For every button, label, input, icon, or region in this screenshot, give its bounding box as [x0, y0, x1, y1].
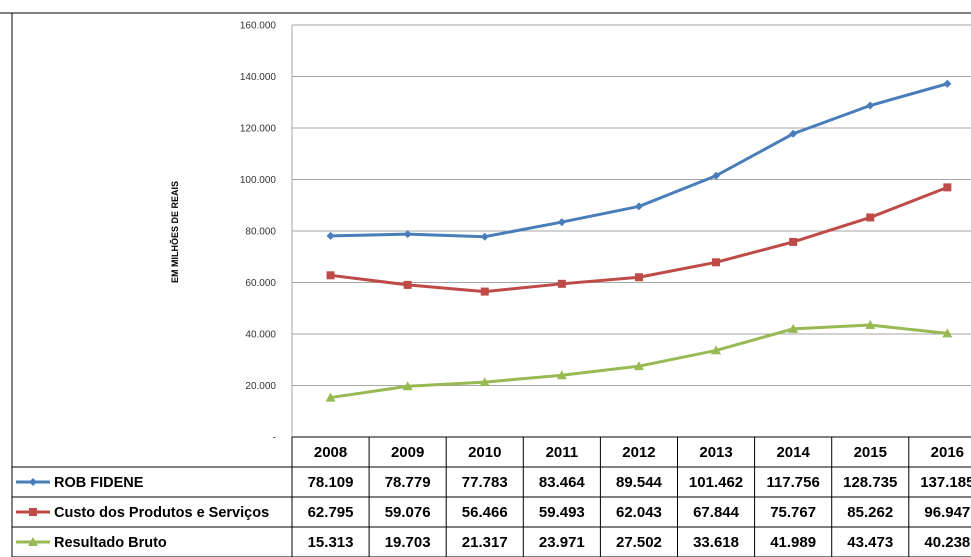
data-point [403, 280, 412, 289]
data-point [634, 202, 643, 211]
data-point [866, 213, 875, 222]
y-tick-label: 140.000 [240, 72, 277, 83]
y-tick-label: 20.000 [245, 381, 276, 392]
data-label: 96.947 [924, 504, 970, 521]
y-tick-label: 120.000 [240, 124, 277, 135]
data-label: 85.262 [847, 504, 893, 521]
data-label: 33.618 [693, 534, 739, 551]
data-point [556, 370, 567, 380]
data-label: 43.473 [847, 534, 893, 551]
data-label: 137.185 [920, 474, 971, 491]
data-point [480, 287, 489, 296]
x-tick-label: 2014 [776, 444, 810, 461]
legend-label: ROB FIDENE [54, 475, 144, 491]
legend-marker-key [29, 508, 37, 516]
data-label: 19.703 [385, 534, 431, 551]
data-point [557, 218, 566, 227]
data-label: 41.989 [770, 534, 816, 551]
legend-marker-key [29, 478, 37, 486]
legend-label: Custo dos Produtos e Serviços [54, 505, 269, 521]
data-label: 67.844 [693, 504, 740, 521]
data-point [634, 273, 643, 282]
data-label: 62.795 [308, 504, 354, 521]
data-point [557, 279, 566, 288]
data-label: 15.313 [308, 534, 354, 551]
x-tick-label: 2012 [622, 444, 655, 461]
data-point [712, 171, 721, 180]
data-point [712, 258, 721, 267]
data-point [788, 323, 799, 333]
x-tick-label: 2008 [314, 444, 347, 461]
data-label: 128.735 [843, 474, 897, 491]
data-label: 56.466 [462, 504, 508, 521]
data-point [403, 230, 412, 239]
data-point [789, 129, 798, 138]
data-point [866, 101, 875, 110]
y-axis-ticks: - 20.000 40.000 60.000 80.000 100.000 120.000 1… [240, 21, 277, 444]
data-point [633, 361, 644, 371]
data-point [402, 381, 413, 391]
x-tick-label: 2016 [931, 444, 964, 461]
legend-label: Resultado Bruto [54, 535, 167, 551]
data-label: 27.502 [616, 534, 662, 551]
data-label: 21.317 [462, 534, 508, 551]
data-label: 62.043 [616, 504, 662, 521]
data-label: 78.779 [385, 474, 431, 491]
x-tick-label: 2013 [699, 444, 732, 461]
data-label: 78.109 [308, 474, 354, 491]
data-label: 40.238 [924, 534, 970, 551]
data-label: 23.971 [539, 534, 585, 551]
data-point [479, 377, 490, 387]
data-label: 75.767 [770, 504, 816, 521]
data-label: 59.076 [385, 504, 431, 521]
data-point [325, 392, 336, 402]
x-tick-label: 2011 [546, 444, 579, 461]
data-point [943, 183, 952, 192]
y-tick-label: 80.000 [245, 227, 276, 238]
data-label: 117.756 [766, 474, 819, 491]
legend-marker-key [28, 537, 38, 546]
data-label: 77.783 [462, 474, 508, 491]
data-point [943, 79, 952, 88]
y-tick-label: 60.000 [245, 278, 276, 289]
data-point [711, 345, 722, 355]
y-axis-label: EM MILHÕES DE REAIS [170, 181, 180, 283]
x-tick-label: 2015 [854, 444, 887, 461]
data-label: 59.493 [539, 504, 585, 521]
data-point [480, 232, 489, 241]
x-tick-label: 2009 [391, 444, 424, 461]
data-point [326, 231, 335, 240]
y-tick-label: 100.000 [240, 175, 277, 186]
y-tick-label: - [273, 433, 276, 444]
data-point [942, 328, 953, 338]
series-lines [325, 79, 953, 402]
data-point [326, 271, 335, 280]
data-label: 101.462 [689, 474, 743, 491]
y-tick-label: 40.000 [245, 330, 276, 341]
data-label: 89.544 [616, 474, 663, 491]
x-tick-label: 2010 [468, 444, 501, 461]
data-point [865, 320, 876, 330]
data-point [789, 237, 798, 246]
y-tick-label: 160.000 [240, 21, 277, 32]
data-table: 2008 2009 2010 2011 2012 2013 2014 2015 2016 ROB … [11, 436, 971, 557]
data-label: 83.464 [539, 474, 586, 491]
